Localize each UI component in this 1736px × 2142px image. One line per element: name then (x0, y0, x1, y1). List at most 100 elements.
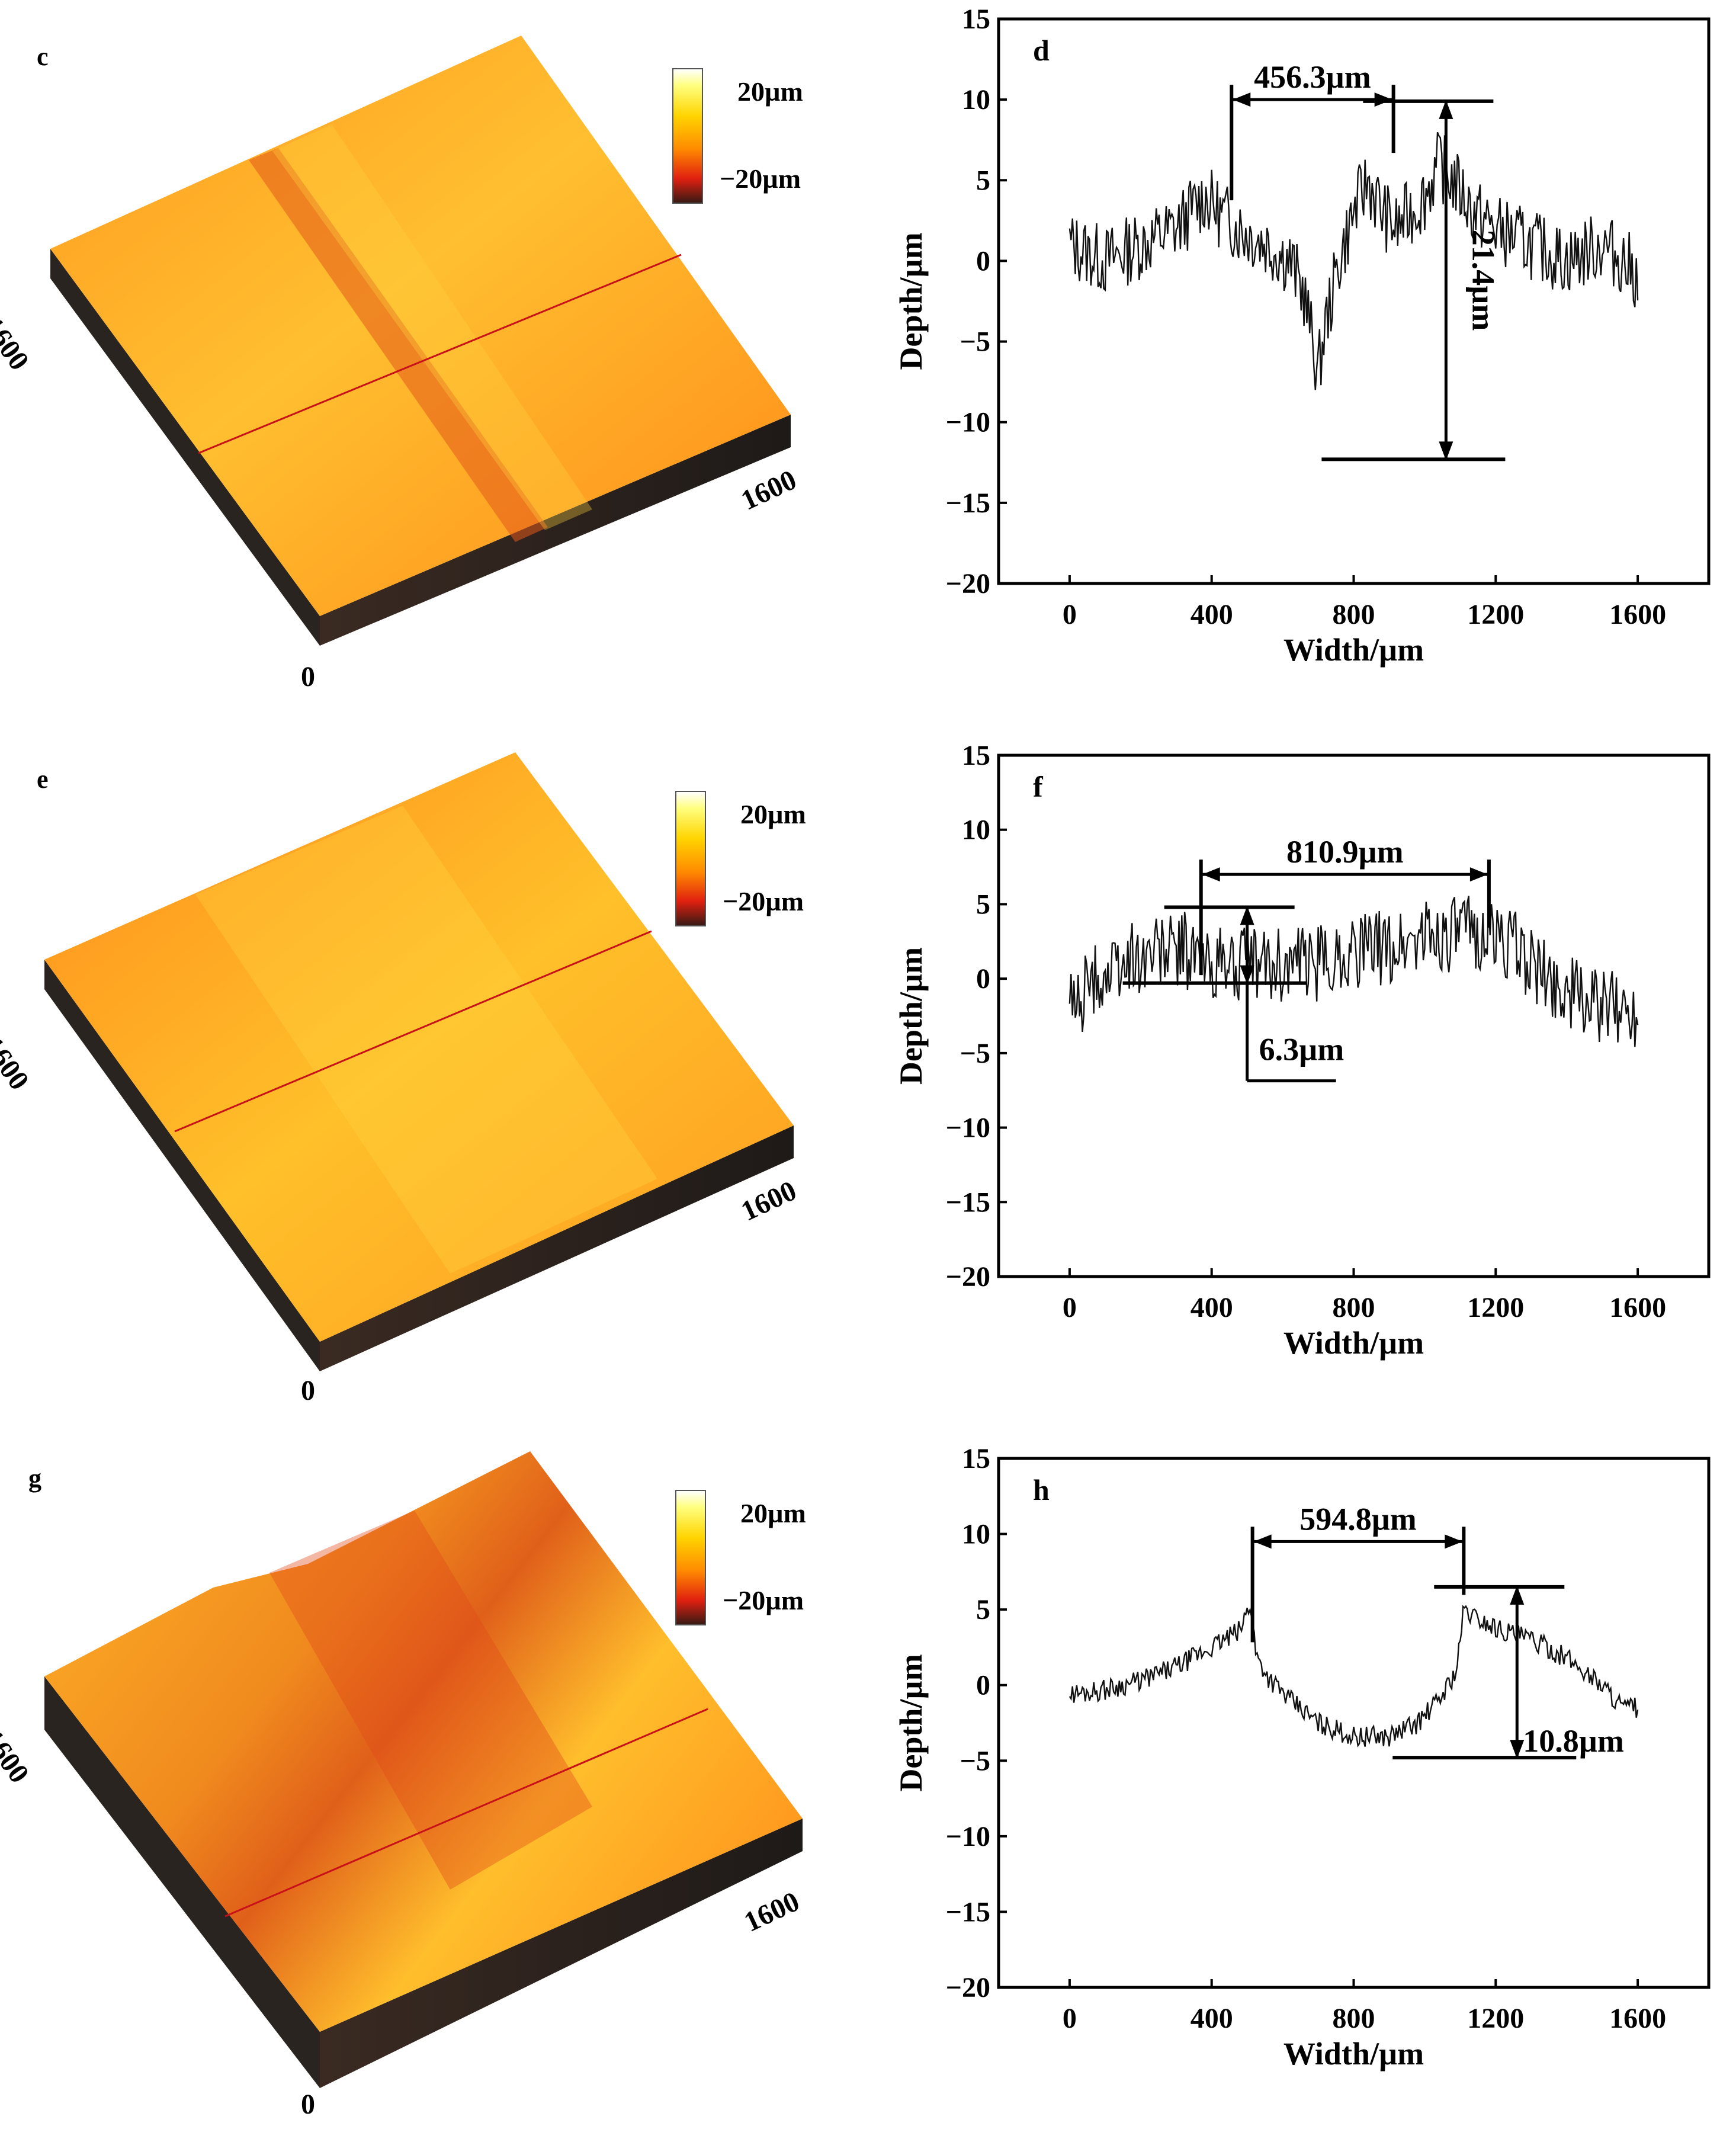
x-tick-label: 1200 (1467, 2003, 1524, 2034)
width-arrow-right (1445, 1534, 1463, 1549)
width-annotation-label: 810.9µm (1286, 834, 1404, 870)
surface-panel-e: e 20µm −20µm 1600 1600 0 (0, 729, 865, 1428)
profile-chart-f: −20 −15 −10 −5 0 5 10 15 0 400 800 1200 1600 Width/µm… (893, 740, 1711, 1361)
colorbar-max-e: 20µm (740, 799, 806, 829)
depth-arrow-top (1439, 100, 1453, 119)
x-tick-label: 800 (1333, 2003, 1375, 2034)
surface-top-c (50, 36, 791, 616)
x-tick-label: 400 (1191, 1292, 1233, 1323)
axis-origin-label-g: 0 (301, 2089, 315, 2120)
depth-profile-series (1068, 132, 1639, 390)
depth-annotation-label: 21.4µm (1465, 230, 1501, 331)
y-tick-label: 5 (976, 889, 990, 920)
depth-profile-series (1068, 1605, 1639, 1747)
profile-chart-d: −20 −15 −10 −5 0 5 10 15 0 400 800 1200 1600 Width/µm… (893, 4, 1711, 668)
y-tick-label: −20 (946, 1261, 990, 1293)
colorbar-c (672, 68, 703, 204)
panel-label-d: d (1033, 34, 1050, 67)
y-tick-label: 5 (976, 165, 990, 196)
surface-top-g (44, 1451, 803, 2032)
panel-label-g: g (28, 1464, 41, 1493)
x-axis-label: Width/µm (1283, 2036, 1424, 2072)
colorbar-max-g: 20µm (740, 1498, 806, 1528)
y-tick-label: 0 (976, 245, 990, 277)
y-tick-label: 5 (976, 1594, 990, 1625)
chart-f: −20 −15 −10 −5 0 5 10 15 0 400 800 1200 1600 Width/µm… (877, 729, 1736, 1428)
y-tick-label: 10 (962, 1519, 990, 1550)
x-tick-label: 1200 (1467, 599, 1524, 630)
panel-label-e: e (37, 765, 49, 794)
y-tick-label: −15 (946, 1187, 990, 1218)
x-tick-label: 400 (1191, 2003, 1233, 2034)
surface-panel-g: g 20µm −20µm 1600 1600 0 (0, 1439, 865, 2139)
y-tick-label: −20 (946, 1972, 990, 2003)
surface-top-e (44, 752, 794, 1342)
width-arrow-right (1469, 867, 1488, 882)
surface-plot-g (44, 1451, 803, 2088)
panel-label-h: h (1033, 1473, 1050, 1506)
plot-frame (997, 17, 1711, 585)
width-annotation-label: 594.8µm (1299, 1501, 1417, 1537)
depth-arrow-bottom (1439, 441, 1453, 461)
scratch-groove-c (249, 148, 548, 542)
width-arrow-left (1253, 1534, 1272, 1549)
depth-arrow-top (1510, 1585, 1525, 1605)
depth-annotation-label: 6.3µm (1259, 1032, 1344, 1067)
y-tick-label: −15 (946, 1896, 990, 1928)
x-tick-label: 1200 (1467, 1292, 1524, 1323)
x-tick-label: 400 (1191, 599, 1233, 630)
width-arrow-left (1233, 92, 1251, 107)
x-axis-label: Width/µm (1283, 1325, 1424, 1361)
y-tick-label: −10 (946, 1821, 990, 1852)
colorbar-min-e: −20µm (723, 886, 804, 916)
surface-base-left-c (50, 249, 320, 646)
x-tick-label: 1600 (1609, 1292, 1666, 1323)
colorbar-g (675, 1490, 706, 1625)
depth-arrow-bottom (1510, 1740, 1525, 1759)
x-tick-label: 0 (1063, 2003, 1077, 2034)
chart-h: −20 −15 −10 −5 0 5 10 15 0 400 800 1200 1600 Width/µm… (877, 1439, 1736, 2139)
x-tick-label: 0 (1063, 1292, 1077, 1323)
colorbar-e (675, 791, 706, 926)
axis-origin-label-c: 0 (301, 661, 315, 692)
y-tick-label: 10 (962, 84, 990, 116)
surface-panel-c: c 20µm −20µm 1600 1600 0 (0, 0, 865, 711)
y-axis-label: Depth/µm (893, 1654, 929, 1791)
y-tick-label: 0 (976, 963, 990, 995)
panel-label-f: f (1033, 770, 1044, 803)
profile-line-e (174, 930, 652, 1133)
axis-origin-label-e: 0 (301, 1375, 315, 1406)
width-annotation-label: 456.3µm (1254, 59, 1371, 95)
panel-label-c: c (37, 42, 49, 71)
y-tick-label: 15 (962, 1443, 990, 1474)
scratch-groove-g (269, 1511, 592, 1890)
scratch-groove-e (195, 806, 657, 1274)
y-tick-label: −5 (960, 326, 990, 358)
surface-base-right-c (320, 415, 791, 646)
depth-profile-series (1068, 896, 1639, 1047)
y-tick-label: −20 (946, 568, 990, 599)
surface-plot-e (44, 752, 794, 1371)
y-tick-label: 15 (962, 4, 990, 35)
surface-plot-c (50, 36, 791, 646)
x-tick-label: 1600 (1609, 599, 1666, 630)
y-tick-label: 0 (976, 1670, 990, 1701)
profile-line-g (224, 1708, 708, 1917)
y-tick-label: −10 (946, 407, 990, 438)
x-axis-label: Width/µm (1283, 632, 1424, 668)
y-axis-label: Depth/µm (893, 947, 929, 1085)
profile-line-c (198, 254, 682, 454)
depth-arrow-bottom (1240, 965, 1254, 985)
width-arrow-left (1202, 867, 1220, 882)
colorbar-min-g: −20µm (723, 1585, 804, 1615)
y-tick-label: −5 (960, 1745, 990, 1777)
colorbar-max-c: 20µm (737, 76, 803, 107)
chart-d: −20 −15 −10 −5 0 5 10 15 0 400 800 1200 1600 Width/µm… (877, 0, 1736, 711)
y-tick-label: −10 (946, 1112, 990, 1144)
y-tick-label: 15 (962, 740, 990, 771)
colorbar-min-c: −20µm (720, 163, 801, 194)
y-tick-label: −15 (946, 488, 990, 519)
profile-chart-h: −20 −15 −10 −5 0 5 10 15 0 400 800 1200 1600 Width/µm… (893, 1443, 1711, 2072)
x-tick-label: 1600 (1609, 2003, 1666, 2034)
y-axis-label: Depth/µm (893, 232, 929, 370)
